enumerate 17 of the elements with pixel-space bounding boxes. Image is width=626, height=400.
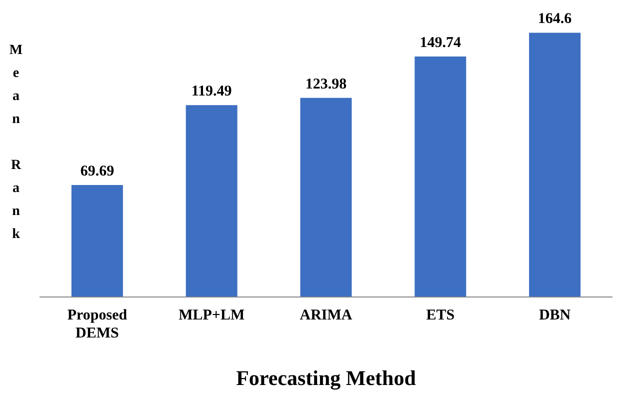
data-label: 123.98 bbox=[305, 76, 347, 92]
bar bbox=[71, 184, 123, 297]
x-tick-label: Proposed DEMS bbox=[67, 308, 128, 342]
data-label: 164.6 bbox=[538, 11, 572, 28]
bar bbox=[186, 105, 238, 297]
bar bbox=[529, 32, 581, 297]
data-label: 149.74 bbox=[420, 34, 462, 51]
x-tick-label: DBN bbox=[538, 308, 571, 324]
text: Mean Rank bbox=[9, 43, 23, 242]
bar bbox=[414, 56, 466, 297]
x-tick-label: ARIMA bbox=[300, 308, 352, 324]
x-tick-label: MLP+LM bbox=[178, 308, 245, 324]
data-label: 69.69 bbox=[80, 163, 114, 180]
bar bbox=[300, 98, 352, 297]
x-tick-label: ETS bbox=[426, 308, 455, 324]
data-label: 119.49 bbox=[191, 83, 232, 100]
x-axis-title: Forecasting Method bbox=[236, 366, 416, 390]
